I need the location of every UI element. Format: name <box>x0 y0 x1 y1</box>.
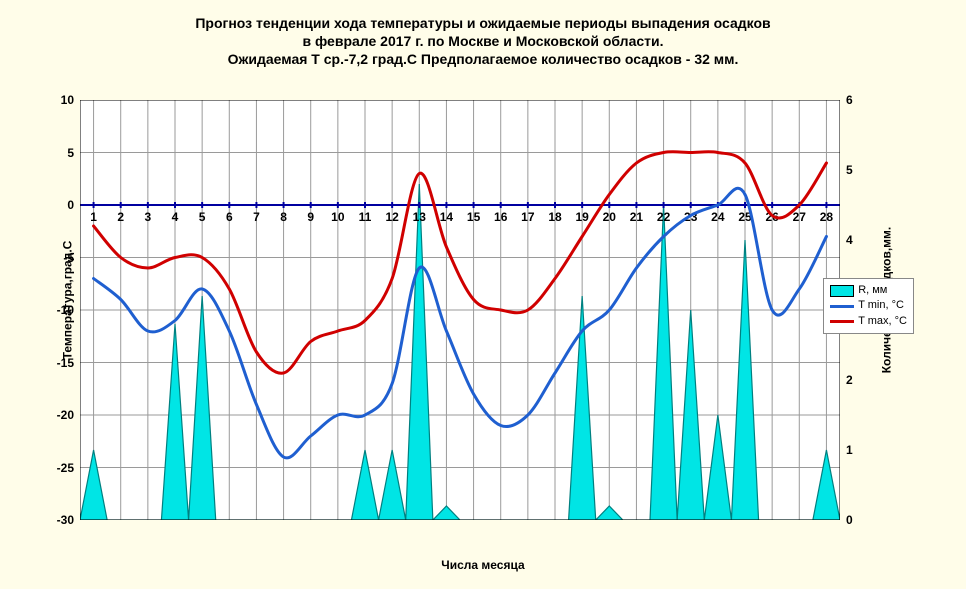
x-tick-label: 19 <box>575 210 589 224</box>
x-tick-label: 3 <box>145 210 152 224</box>
x-tick-label: 17 <box>521 210 535 224</box>
y-left-tick: -10 <box>57 303 80 317</box>
legend: R, мм T min, °C T max, °C <box>823 278 914 334</box>
chart: Температура,град.С Количество осадков,мм… <box>0 0 966 589</box>
y-left-tick: -25 <box>57 461 80 475</box>
x-tick-label: 16 <box>494 210 508 224</box>
x-tick-label: 27 <box>793 210 807 224</box>
legend-label-r: R, мм <box>858 283 887 298</box>
y-left-tick: 10 <box>61 93 80 107</box>
x-tick-label: 6 <box>226 210 233 224</box>
x-tick-label: 5 <box>199 210 206 224</box>
y-left-tick: -20 <box>57 408 80 422</box>
y-right-tick: 0 <box>840 513 853 527</box>
y-right-tick: 1 <box>840 443 853 457</box>
x-tick-label: 7 <box>253 210 260 224</box>
x-tick-label: 2 <box>117 210 124 224</box>
y-right-tick: 6 <box>840 93 853 107</box>
y-left-tick: -5 <box>63 251 80 265</box>
legend-label-tmax: T max, °C <box>858 314 907 329</box>
y-right-tick: 2 <box>840 373 853 387</box>
precip-area <box>80 184 840 520</box>
x-tick-label: 11 <box>359 210 372 224</box>
y-left-tick: 0 <box>67 198 80 212</box>
legend-line-tmin <box>830 305 854 308</box>
y-left-tick: -15 <box>57 356 80 370</box>
x-tick-label: 18 <box>548 210 562 224</box>
x-tick-label: 20 <box>603 210 617 224</box>
x-tick-label: 1 <box>90 210 97 224</box>
x-tick-label: 22 <box>657 210 671 224</box>
chart-svg: 1234567891011121314151617181920212223242… <box>80 100 840 520</box>
x-tick-label: 14 <box>440 210 454 224</box>
x-tick-label: 21 <box>630 210 644 224</box>
x-tick-label: 24 <box>711 210 725 224</box>
legend-line-tmax <box>830 320 854 323</box>
legend-item-tmin: T min, °C <box>830 298 907 313</box>
y-right-tick: 4 <box>840 233 853 247</box>
legend-item-r: R, мм <box>830 283 907 298</box>
legend-item-tmax: T max, °C <box>830 314 907 329</box>
x-tick-label: 12 <box>385 210 399 224</box>
x-tick-label: 8 <box>280 210 287 224</box>
y-right-tick: 5 <box>840 163 853 177</box>
legend-swatch-r <box>830 285 854 297</box>
x-tick-label: 13 <box>413 210 427 224</box>
y-left-tick: 5 <box>67 146 80 160</box>
x-tick-label: 9 <box>307 210 314 224</box>
x-axis-label: Числа месяца <box>0 558 966 572</box>
y-left-tick: -30 <box>57 513 80 527</box>
x-tick-label: 4 <box>172 210 179 224</box>
x-tick-label: 15 <box>467 210 481 224</box>
plot-area: 1234567891011121314151617181920212223242… <box>80 100 840 520</box>
x-tick-label: 28 <box>820 210 834 224</box>
legend-label-tmin: T min, °C <box>858 298 904 313</box>
x-tick-label: 10 <box>331 210 345 224</box>
